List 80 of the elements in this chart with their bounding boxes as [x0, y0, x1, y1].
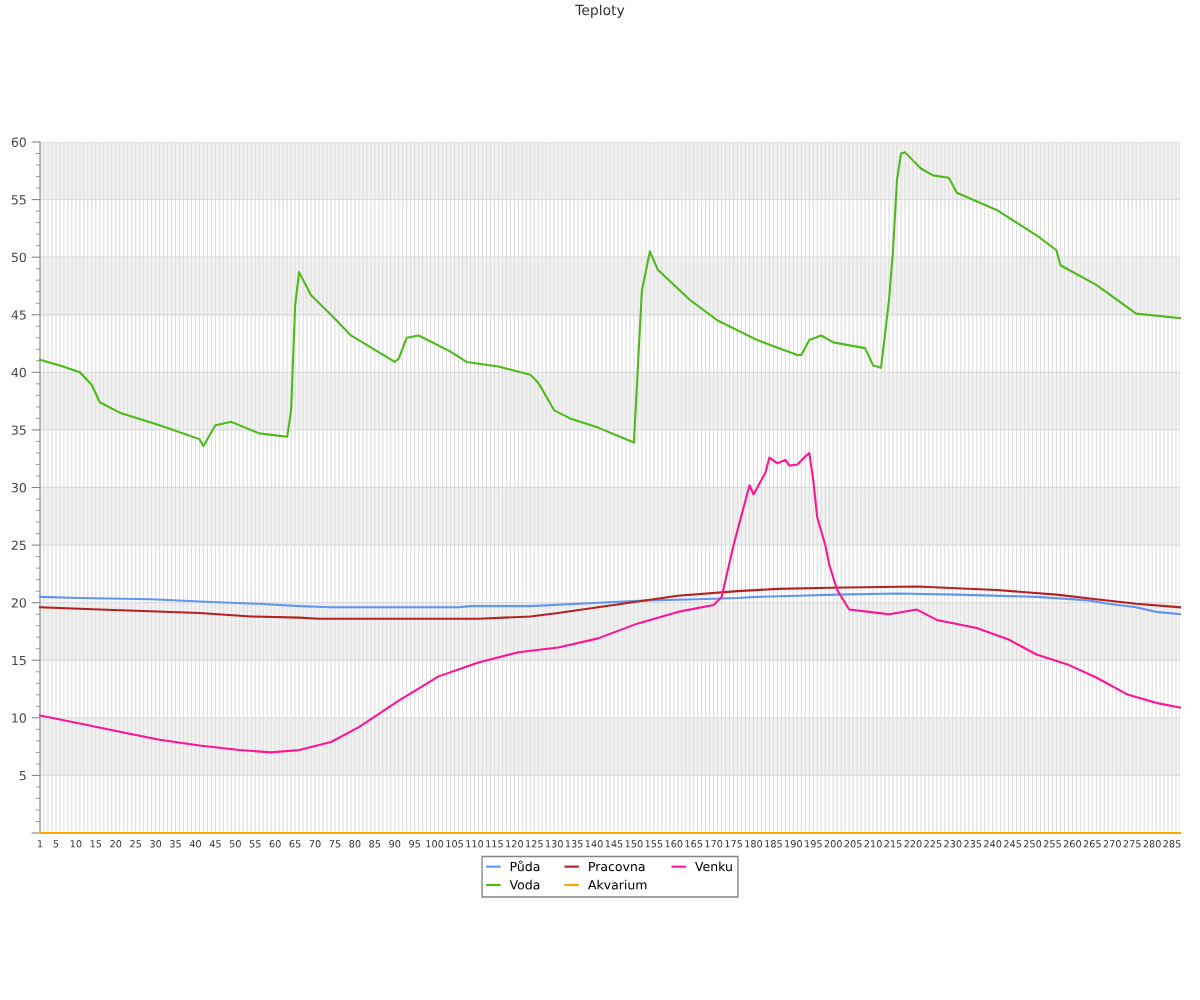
x-tick-label: 280 — [1143, 840, 1161, 848]
x-tick-label: 190 — [785, 840, 802, 848]
x-tick-label: 85 — [369, 840, 381, 848]
x-tick-label: 125 — [526, 840, 543, 848]
line-series — [38, 451, 1182, 754]
line-series — [38, 585, 1182, 620]
x-tick-label: 55 — [249, 840, 261, 848]
line-series — [38, 592, 1182, 616]
x-tick-label: 160 — [665, 840, 683, 848]
y-tick-label: 20 — [11, 598, 26, 608]
y-tick-label: 30 — [11, 482, 26, 493]
x-tick-label: 205 — [844, 840, 862, 848]
x-tick-label: 275 — [1123, 840, 1141, 848]
y-tick-label: 60 — [11, 137, 26, 147]
x-tick-label: 140 — [585, 840, 603, 848]
legend-label: Pracovna — [589, 861, 645, 872]
x-tick-label: 135 — [565, 840, 583, 848]
x-tick-label: 40 — [189, 840, 201, 848]
x-tick-label: 245 — [1004, 840, 1022, 848]
x-tick-label: 265 — [1083, 840, 1101, 848]
y-tick-label: 45 — [11, 310, 26, 320]
x-tick-label: 165 — [685, 840, 703, 848]
x-tick-label: 175 — [725, 840, 742, 848]
x-tick-label: 75 — [329, 840, 341, 848]
x-tick-label: 80 — [349, 840, 361, 848]
x-tick-label: 45 — [209, 840, 221, 848]
y-tick-label: 15 — [12, 655, 26, 666]
x-tick-label: 155 — [645, 840, 663, 848]
x-tick-label: 235 — [964, 840, 982, 848]
x-tick-label: 30 — [150, 840, 162, 848]
y-tick-label: 35 — [11, 425, 26, 435]
x-tick-label: 120 — [506, 840, 523, 848]
y-tick-label: 40 — [11, 367, 26, 378]
x-tick-label: 260 — [1063, 840, 1082, 848]
x-tick-label: 225 — [924, 840, 942, 848]
x-tick-label: 65 — [289, 840, 301, 848]
y-tick-label: 10 — [12, 713, 26, 723]
x-tick-label: 115 — [486, 840, 503, 848]
legend-label: Akvarium — [588, 879, 647, 890]
x-tick-label: 105 — [446, 840, 463, 848]
x-tick-label: 270 — [1103, 840, 1121, 848]
x-tick-label: 5 — [53, 840, 59, 848]
x-tick-label: 180 — [745, 840, 763, 848]
y-tick-label: 55 — [11, 195, 26, 205]
x-tick-label: 215 — [884, 840, 902, 848]
x-tick-label: 200 — [824, 840, 842, 848]
legend-label: Půda — [510, 860, 540, 872]
chart-title: Teploty — [575, 4, 625, 18]
x-tick-label: 20 — [110, 840, 122, 848]
x-tick-label: 255 — [1043, 840, 1061, 848]
x-tick-label: 130 — [545, 840, 563, 848]
legend-label: Venku — [695, 861, 732, 872]
y-tick-label: 5 — [19, 771, 26, 781]
x-tick-label: 230 — [944, 840, 962, 848]
x-tick-label: 70 — [309, 840, 321, 848]
x-tick-label: 210 — [864, 840, 882, 848]
x-tick-label: 95 — [409, 840, 421, 848]
y-tick-label: 25 — [11, 540, 26, 551]
x-tick-label: 185 — [765, 840, 782, 848]
line-series — [38, 151, 1182, 448]
x-tick-label: 50 — [229, 840, 241, 848]
x-tick-label: 150 — [625, 840, 643, 848]
y-tick-label: 50 — [11, 252, 26, 263]
x-tick-label: 1 — [37, 840, 43, 848]
x-tick-label: 145 — [605, 840, 623, 848]
x-tick-label: 15 — [90, 840, 102, 848]
x-tick-label: 100 — [426, 840, 444, 848]
x-tick-label: 240 — [984, 840, 1002, 848]
x-tick-label: 90 — [389, 840, 401, 848]
x-tick-label: 195 — [805, 840, 822, 848]
x-tick-label: 110 — [466, 840, 484, 848]
x-tick-label: 60 — [269, 840, 281, 848]
x-tick-label: 285 — [1163, 840, 1181, 848]
x-tick-label: 10 — [70, 840, 82, 848]
x-tick-label: 35 — [170, 840, 181, 848]
legend-label: Voda — [509, 879, 540, 890]
x-tick-label: 250 — [1023, 840, 1042, 848]
x-tick-label: 170 — [705, 840, 723, 848]
x-tick-label: 220 — [904, 840, 922, 848]
x-tick-label: 25 — [130, 840, 141, 848]
